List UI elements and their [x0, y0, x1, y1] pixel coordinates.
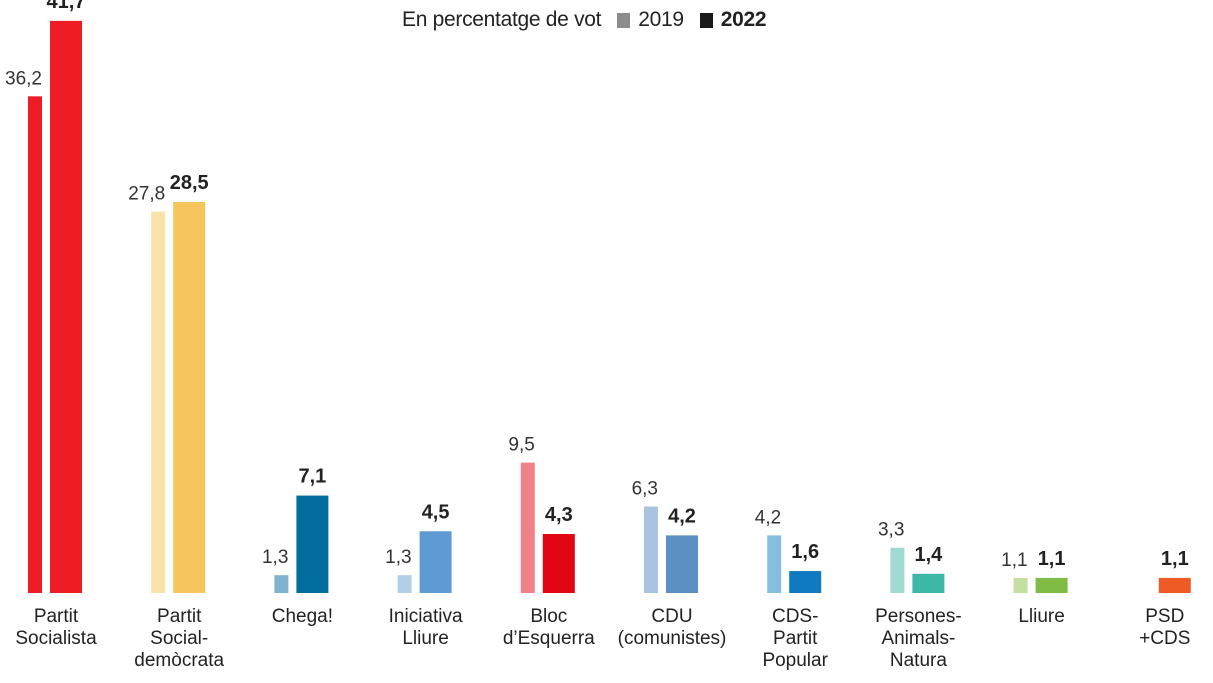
bar-2022: [1158, 577, 1191, 593]
value-label-2019: 27,8: [128, 184, 165, 205]
bar-2019: [397, 575, 412, 593]
category-label: Bloc: [530, 606, 567, 627]
category-label: Popular: [762, 650, 828, 671]
value-label-2022: 1,1: [1161, 548, 1189, 570]
bar-2019: [520, 462, 535, 593]
legend: En percentatge de vot 2019 2022: [402, 8, 767, 32]
bar-2022: [912, 573, 945, 593]
bar-2022: [50, 20, 82, 594]
legend-label-2022: 2022: [720, 8, 767, 31]
chart-title: En percentatge de vot: [402, 8, 602, 31]
value-label-2019: 36,2: [5, 68, 42, 89]
category-label: Animals-: [881, 628, 955, 649]
value-label-2022: 4,5: [422, 501, 450, 523]
bar-2019: [28, 96, 42, 593]
value-label-2022: 1,6: [791, 541, 819, 563]
value-label-2022: 4,2: [668, 505, 696, 527]
bar-2019: [151, 211, 166, 594]
value-label-2019: 9,5: [508, 435, 534, 456]
bar-2022: [542, 534, 575, 593]
category-label: Partit: [773, 628, 818, 649]
category-label: Iniciativa: [389, 606, 463, 627]
bar-2019: [274, 575, 289, 593]
category-label: d’Esquerra: [503, 628, 595, 649]
category-label: Partit: [34, 606, 79, 627]
category-label: Natura: [890, 650, 947, 671]
category-label: demòcrata: [134, 650, 224, 671]
bar-2022: [173, 201, 206, 594]
category-label: CDU: [651, 606, 692, 627]
bar-2019: [767, 535, 782, 593]
bar-2019: [644, 506, 658, 593]
category-label: +CDS: [1139, 628, 1190, 649]
value-label-2022: 41,7: [47, 0, 86, 13]
category-label: Partit: [157, 606, 202, 627]
bar-2019: [1013, 577, 1028, 593]
value-label-2019: 3,3: [878, 520, 904, 541]
bar-2022: [1035, 577, 1068, 593]
value-label-2019: 1,3: [385, 547, 411, 568]
value-label-2022: 4,3: [545, 504, 573, 526]
category-label: Socialista: [15, 628, 97, 649]
category-label: Lliure: [402, 628, 448, 649]
value-label-2019: 1,3: [262, 547, 288, 568]
category-label: PSD: [1145, 606, 1184, 627]
category-label: Persones-: [875, 606, 962, 627]
category-label: Social-: [150, 628, 208, 649]
category-label: Lliure: [1018, 606, 1064, 627]
value-label-2019: 6,3: [632, 479, 658, 500]
legend-swatch-2019: [617, 12, 631, 28]
value-label-2022: 1,4: [914, 544, 943, 566]
bar-2019: [890, 547, 905, 593]
category-label: Chega!: [272, 606, 333, 627]
bar-2022: [789, 571, 822, 593]
legend-swatch-2022: [699, 12, 713, 28]
category-label: CDS-: [772, 606, 818, 627]
legend-label-2019: 2019: [638, 8, 684, 31]
bar-2022: [419, 531, 452, 593]
value-label-2019: 4,2: [755, 507, 781, 528]
value-label-2022: 28,5: [170, 172, 209, 194]
bar-2022: [666, 535, 698, 593]
category-label: (comunistes): [618, 628, 727, 649]
bar-2022: [296, 495, 329, 593]
value-label-2022: 7,1: [298, 466, 326, 488]
value-label-2022: 1,1: [1038, 548, 1066, 570]
value-label-2019: 1,1: [1001, 550, 1027, 571]
